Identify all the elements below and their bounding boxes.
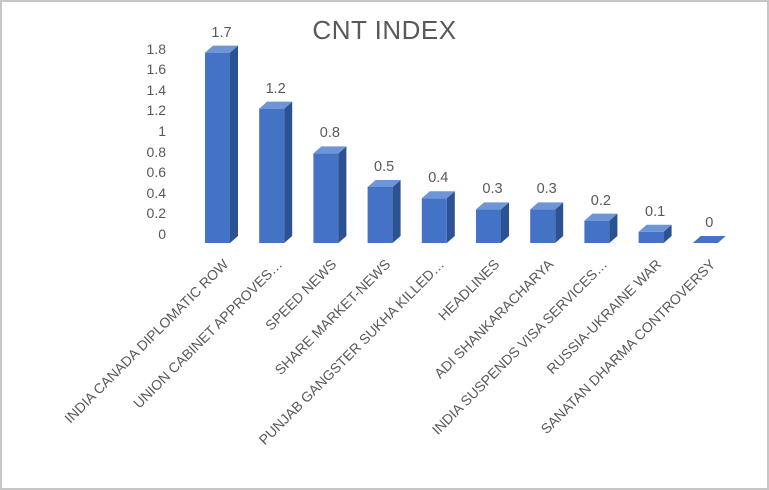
bar-top-face: [313, 146, 347, 154]
bar-side-face: [230, 45, 238, 243]
bar: [692, 236, 726, 243]
bar-data-label: 0: [705, 215, 714, 231]
bar-top-face: [530, 202, 564, 210]
bar-side-face: [555, 202, 564, 243]
bar-side-face: [392, 180, 401, 243]
y-axis-tick-label: 0.8: [146, 143, 166, 160]
bar-front-face: [421, 198, 447, 243]
bar: [205, 45, 238, 243]
bar: [367, 180, 401, 243]
bar-top-face: [584, 213, 618, 221]
bar: [476, 202, 509, 243]
bar-data-label: 0.5: [374, 159, 395, 175]
y-axis-tick-label: 0.2: [146, 205, 166, 222]
bar-front-face: [259, 108, 285, 243]
bar: [259, 101, 293, 243]
bar: [584, 213, 618, 243]
y-axis-tick-label: 0: [158, 226, 166, 242]
bar: [530, 202, 564, 243]
y-axis-tick-label: 1.4: [146, 81, 166, 98]
bar-data-label: 0.3: [536, 181, 557, 198]
bar-data-label: 0.8: [319, 125, 340, 142]
y-axis-tick-label: 1: [158, 123, 166, 139]
bar-side-face: [446, 191, 455, 243]
y-axis-tick-label: 1.6: [146, 61, 166, 78]
chart-title: CNT INDEX: [312, 15, 457, 45]
y-axis-tick-label: 1.8: [146, 40, 166, 57]
bar: [313, 146, 347, 243]
bar-front-face: [638, 231, 664, 243]
bar-top-face: [421, 191, 455, 199]
bar: [421, 191, 455, 243]
bar-top-face: [692, 236, 726, 243]
bar-front-face: [205, 52, 230, 243]
y-axis-tick-label: 0.6: [146, 164, 166, 181]
bar-side-face: [338, 146, 347, 243]
bar-data-label: 1.7: [211, 24, 232, 41]
y-axis-tick-label: 0.4: [146, 184, 166, 201]
bar-data-label: 0.4: [428, 170, 449, 187]
bar-front-face: [584, 220, 610, 243]
bar-front-face: [313, 153, 339, 243]
bar: [638, 224, 672, 243]
bar-data-label: 1.2: [265, 80, 286, 97]
bar-front-face: [367, 187, 393, 243]
bar-top-face: [259, 101, 293, 109]
bar-side-face: [663, 224, 672, 243]
bar-data-label: 0.3: [482, 181, 503, 198]
bar-top-face: [367, 180, 401, 187]
bar-front-face: [530, 209, 556, 243]
bar-top-face: [476, 202, 509, 210]
bar-side-face: [501, 202, 509, 243]
bar-data-label: 0.1: [645, 203, 666, 220]
bar-top-face: [205, 45, 238, 53]
bar-front-face: [476, 209, 501, 243]
bar-side-face: [284, 101, 293, 243]
bar-top-face: [638, 224, 672, 232]
y-axis-tick-label: 1.2: [146, 102, 166, 119]
bar-side-face: [609, 213, 618, 243]
bar-data-label: 0.2: [590, 192, 611, 209]
